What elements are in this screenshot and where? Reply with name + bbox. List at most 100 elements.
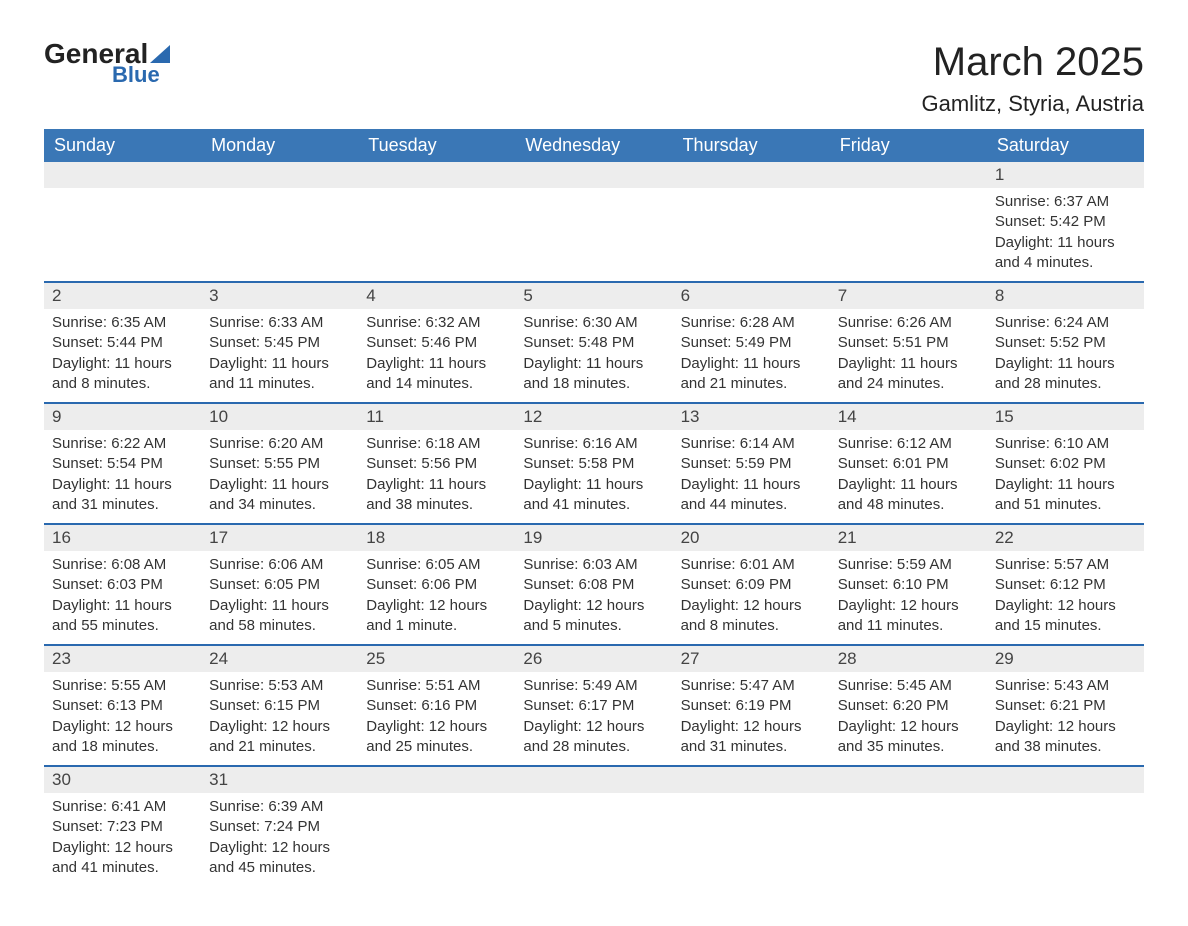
day-number: 1 [987, 162, 1144, 188]
sunset-text: Sunset: 6:05 PM [209, 575, 350, 595]
calendar-day-cell: 10Sunrise: 6:20 AMSunset: 5:55 PMDayligh… [201, 402, 358, 523]
sunrise-text: Sunrise: 6:10 AM [995, 434, 1136, 454]
day-details [673, 793, 830, 883]
day-details: Sunrise: 5:47 AMSunset: 6:19 PMDaylight:… [673, 672, 830, 765]
calendar-day-cell: 3Sunrise: 6:33 AMSunset: 5:45 PMDaylight… [201, 281, 358, 402]
calendar-day-cell: 26Sunrise: 5:49 AMSunset: 6:17 PMDayligh… [515, 644, 672, 765]
day-number: 3 [201, 281, 358, 309]
daylight-text: Daylight: 12 hours and 1 minute. [366, 596, 507, 637]
day-number: 5 [515, 281, 672, 309]
sunrise-text: Sunrise: 6:05 AM [366, 555, 507, 575]
calendar-week-row: 9Sunrise: 6:22 AMSunset: 5:54 PMDaylight… [44, 402, 1144, 523]
sunset-text: Sunset: 5:51 PM [838, 333, 979, 353]
day-number [830, 162, 987, 188]
sunset-text: Sunset: 5:49 PM [681, 333, 822, 353]
sunrise-text: Sunrise: 5:57 AM [995, 555, 1136, 575]
calendar-empty-cell [201, 162, 358, 281]
sunset-text: Sunset: 5:52 PM [995, 333, 1136, 353]
calendar-page: General Blue March 2025 Gamlitz, Styria,… [44, 40, 1144, 886]
day-number [515, 765, 672, 793]
daylight-text: Daylight: 11 hours and 31 minutes. [52, 475, 193, 516]
daylight-text: Daylight: 12 hours and 38 minutes. [995, 717, 1136, 758]
calendar-empty-cell [673, 765, 830, 886]
daylight-text: Daylight: 11 hours and 8 minutes. [52, 354, 193, 395]
weekday-header: Sunday [44, 129, 201, 162]
sunset-text: Sunset: 5:55 PM [209, 454, 350, 474]
day-number: 23 [44, 644, 201, 672]
sunset-text: Sunset: 6:01 PM [838, 454, 979, 474]
brand-part2: Blue [112, 64, 170, 86]
sunrise-text: Sunrise: 6:24 AM [995, 313, 1136, 333]
sunset-text: Sunset: 5:58 PM [523, 454, 664, 474]
daylight-text: Daylight: 11 hours and 28 minutes. [995, 354, 1136, 395]
day-details: Sunrise: 6:10 AMSunset: 6:02 PMDaylight:… [987, 430, 1144, 523]
sunset-text: Sunset: 7:23 PM [52, 817, 193, 837]
sunset-text: Sunset: 6:12 PM [995, 575, 1136, 595]
title-block: March 2025 Gamlitz, Styria, Austria [921, 40, 1144, 117]
day-details: Sunrise: 6:14 AMSunset: 5:59 PMDaylight:… [673, 430, 830, 523]
sunset-text: Sunset: 5:45 PM [209, 333, 350, 353]
day-details: Sunrise: 6:18 AMSunset: 5:56 PMDaylight:… [358, 430, 515, 523]
daylight-text: Daylight: 11 hours and 4 minutes. [995, 233, 1136, 274]
day-number [987, 765, 1144, 793]
calendar-week-row: 23Sunrise: 5:55 AMSunset: 6:13 PMDayligh… [44, 644, 1144, 765]
daylight-text: Daylight: 11 hours and 24 minutes. [838, 354, 979, 395]
sunset-text: Sunset: 6:02 PM [995, 454, 1136, 474]
calendar-empty-cell [515, 765, 672, 886]
daylight-text: Daylight: 11 hours and 55 minutes. [52, 596, 193, 637]
day-number: 29 [987, 644, 1144, 672]
day-number: 12 [515, 402, 672, 430]
daylight-text: Daylight: 11 hours and 18 minutes. [523, 354, 664, 395]
sunset-text: Sunset: 6:03 PM [52, 575, 193, 595]
weekday-header: Thursday [673, 129, 830, 162]
day-number: 8 [987, 281, 1144, 309]
calendar-week-row: 16Sunrise: 6:08 AMSunset: 6:03 PMDayligh… [44, 523, 1144, 644]
calendar-day-cell: 28Sunrise: 5:45 AMSunset: 6:20 PMDayligh… [830, 644, 987, 765]
day-details: Sunrise: 5:49 AMSunset: 6:17 PMDaylight:… [515, 672, 672, 765]
calendar-empty-cell [358, 765, 515, 886]
sunrise-text: Sunrise: 6:16 AM [523, 434, 664, 454]
day-number: 18 [358, 523, 515, 551]
daylight-text: Daylight: 11 hours and 38 minutes. [366, 475, 507, 516]
calendar-day-cell: 2Sunrise: 6:35 AMSunset: 5:44 PMDaylight… [44, 281, 201, 402]
sunset-text: Sunset: 6:10 PM [838, 575, 979, 595]
sunrise-text: Sunrise: 6:30 AM [523, 313, 664, 333]
day-details: Sunrise: 6:20 AMSunset: 5:55 PMDaylight:… [201, 430, 358, 523]
day-number: 16 [44, 523, 201, 551]
day-number [515, 162, 672, 188]
calendar-day-cell: 24Sunrise: 5:53 AMSunset: 6:15 PMDayligh… [201, 644, 358, 765]
daylight-text: Daylight: 11 hours and 14 minutes. [366, 354, 507, 395]
calendar-empty-cell [987, 765, 1144, 886]
day-details [673, 188, 830, 278]
sunrise-text: Sunrise: 6:01 AM [681, 555, 822, 575]
daylight-text: Daylight: 11 hours and 44 minutes. [681, 475, 822, 516]
calendar-day-cell: 1Sunrise: 6:37 AMSunset: 5:42 PMDaylight… [987, 162, 1144, 281]
sunrise-text: Sunrise: 6:14 AM [681, 434, 822, 454]
calendar-day-cell: 17Sunrise: 6:06 AMSunset: 6:05 PMDayligh… [201, 523, 358, 644]
day-number: 27 [673, 644, 830, 672]
day-number: 24 [201, 644, 358, 672]
daylight-text: Daylight: 12 hours and 28 minutes. [523, 717, 664, 758]
daylight-text: Daylight: 12 hours and 18 minutes. [52, 717, 193, 758]
day-number: 21 [830, 523, 987, 551]
day-number: 15 [987, 402, 1144, 430]
day-details [515, 188, 672, 278]
sunset-text: Sunset: 6:15 PM [209, 696, 350, 716]
sunset-text: Sunset: 5:54 PM [52, 454, 193, 474]
day-details [515, 793, 672, 883]
day-details: Sunrise: 6:33 AMSunset: 5:45 PMDaylight:… [201, 309, 358, 402]
sunset-text: Sunset: 6:16 PM [366, 696, 507, 716]
day-details: Sunrise: 6:16 AMSunset: 5:58 PMDaylight:… [515, 430, 672, 523]
sunrise-text: Sunrise: 5:45 AM [838, 676, 979, 696]
sunset-text: Sunset: 7:24 PM [209, 817, 350, 837]
sunrise-text: Sunrise: 6:33 AM [209, 313, 350, 333]
calendar-day-cell: 12Sunrise: 6:16 AMSunset: 5:58 PMDayligh… [515, 402, 672, 523]
day-details: Sunrise: 6:32 AMSunset: 5:46 PMDaylight:… [358, 309, 515, 402]
location-label: Gamlitz, Styria, Austria [921, 91, 1144, 117]
sunrise-text: Sunrise: 6:39 AM [209, 797, 350, 817]
calendar-body: 1Sunrise: 6:37 AMSunset: 5:42 PMDaylight… [44, 162, 1144, 886]
calendar-empty-cell [44, 162, 201, 281]
day-number: 13 [673, 402, 830, 430]
day-number [201, 162, 358, 188]
sunset-text: Sunset: 6:21 PM [995, 696, 1136, 716]
